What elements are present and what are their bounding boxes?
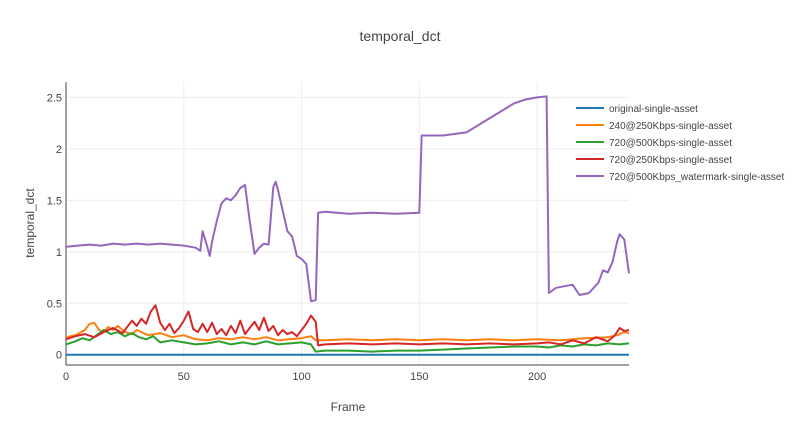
legend-item[interactable]: original-single-asset: [576, 104, 698, 115]
legend-label: 720@500Kbps-single-asset: [609, 138, 732, 149]
legend[interactable]: original-single-asset 240@250Kbps-single-…: [576, 104, 784, 183]
x-axis-title: Frame: [331, 400, 366, 414]
legend-item[interactable]: 720@500Kbps_watermark-single-asset: [576, 172, 784, 183]
legend-item[interactable]: 720@250Kbps-single-asset: [576, 155, 732, 166]
ticks-layer: 0 0.5 1 1.5 2 2.5 0 50 100 150 200: [47, 92, 547, 383]
series-line: [65, 321, 630, 342]
y-tick-label: 0.5: [47, 298, 62, 310]
grid-layer: [65, 82, 629, 365]
x-tick-label: 100: [292, 371, 310, 383]
series-line: [65, 329, 630, 353]
x-tick-label: 200: [528, 371, 546, 383]
x-tick-label: 0: [63, 371, 69, 383]
y-tick-label: 1: [56, 247, 62, 259]
y-axis-title: temporal_dct: [23, 188, 37, 258]
legend-label: 720@250Kbps-single-asset: [609, 155, 732, 166]
x-tick-label: 50: [178, 371, 190, 383]
y-tick-label: 2: [56, 144, 62, 156]
series-layer: [65, 95, 630, 356]
legend-label: 720@500Kbps_watermark-single-asset: [609, 172, 784, 183]
axes-layer: [65, 82, 629, 366]
legend-item[interactable]: 240@250Kbps-single-asset: [576, 121, 732, 132]
legend-label: 240@250Kbps-single-asset: [609, 121, 732, 132]
y-tick-label: 1.5: [47, 195, 62, 207]
series-line: [65, 95, 630, 303]
y-tick-label: 0: [56, 350, 62, 362]
y-tick-label: 2.5: [47, 92, 62, 104]
legend-label: original-single-asset: [609, 104, 698, 115]
chart-title: temporal_dct: [360, 28, 441, 44]
legend-item[interactable]: 720@500Kbps-single-asset: [576, 138, 732, 149]
x-tick-label: 150: [410, 371, 428, 383]
series-line: [65, 304, 630, 347]
